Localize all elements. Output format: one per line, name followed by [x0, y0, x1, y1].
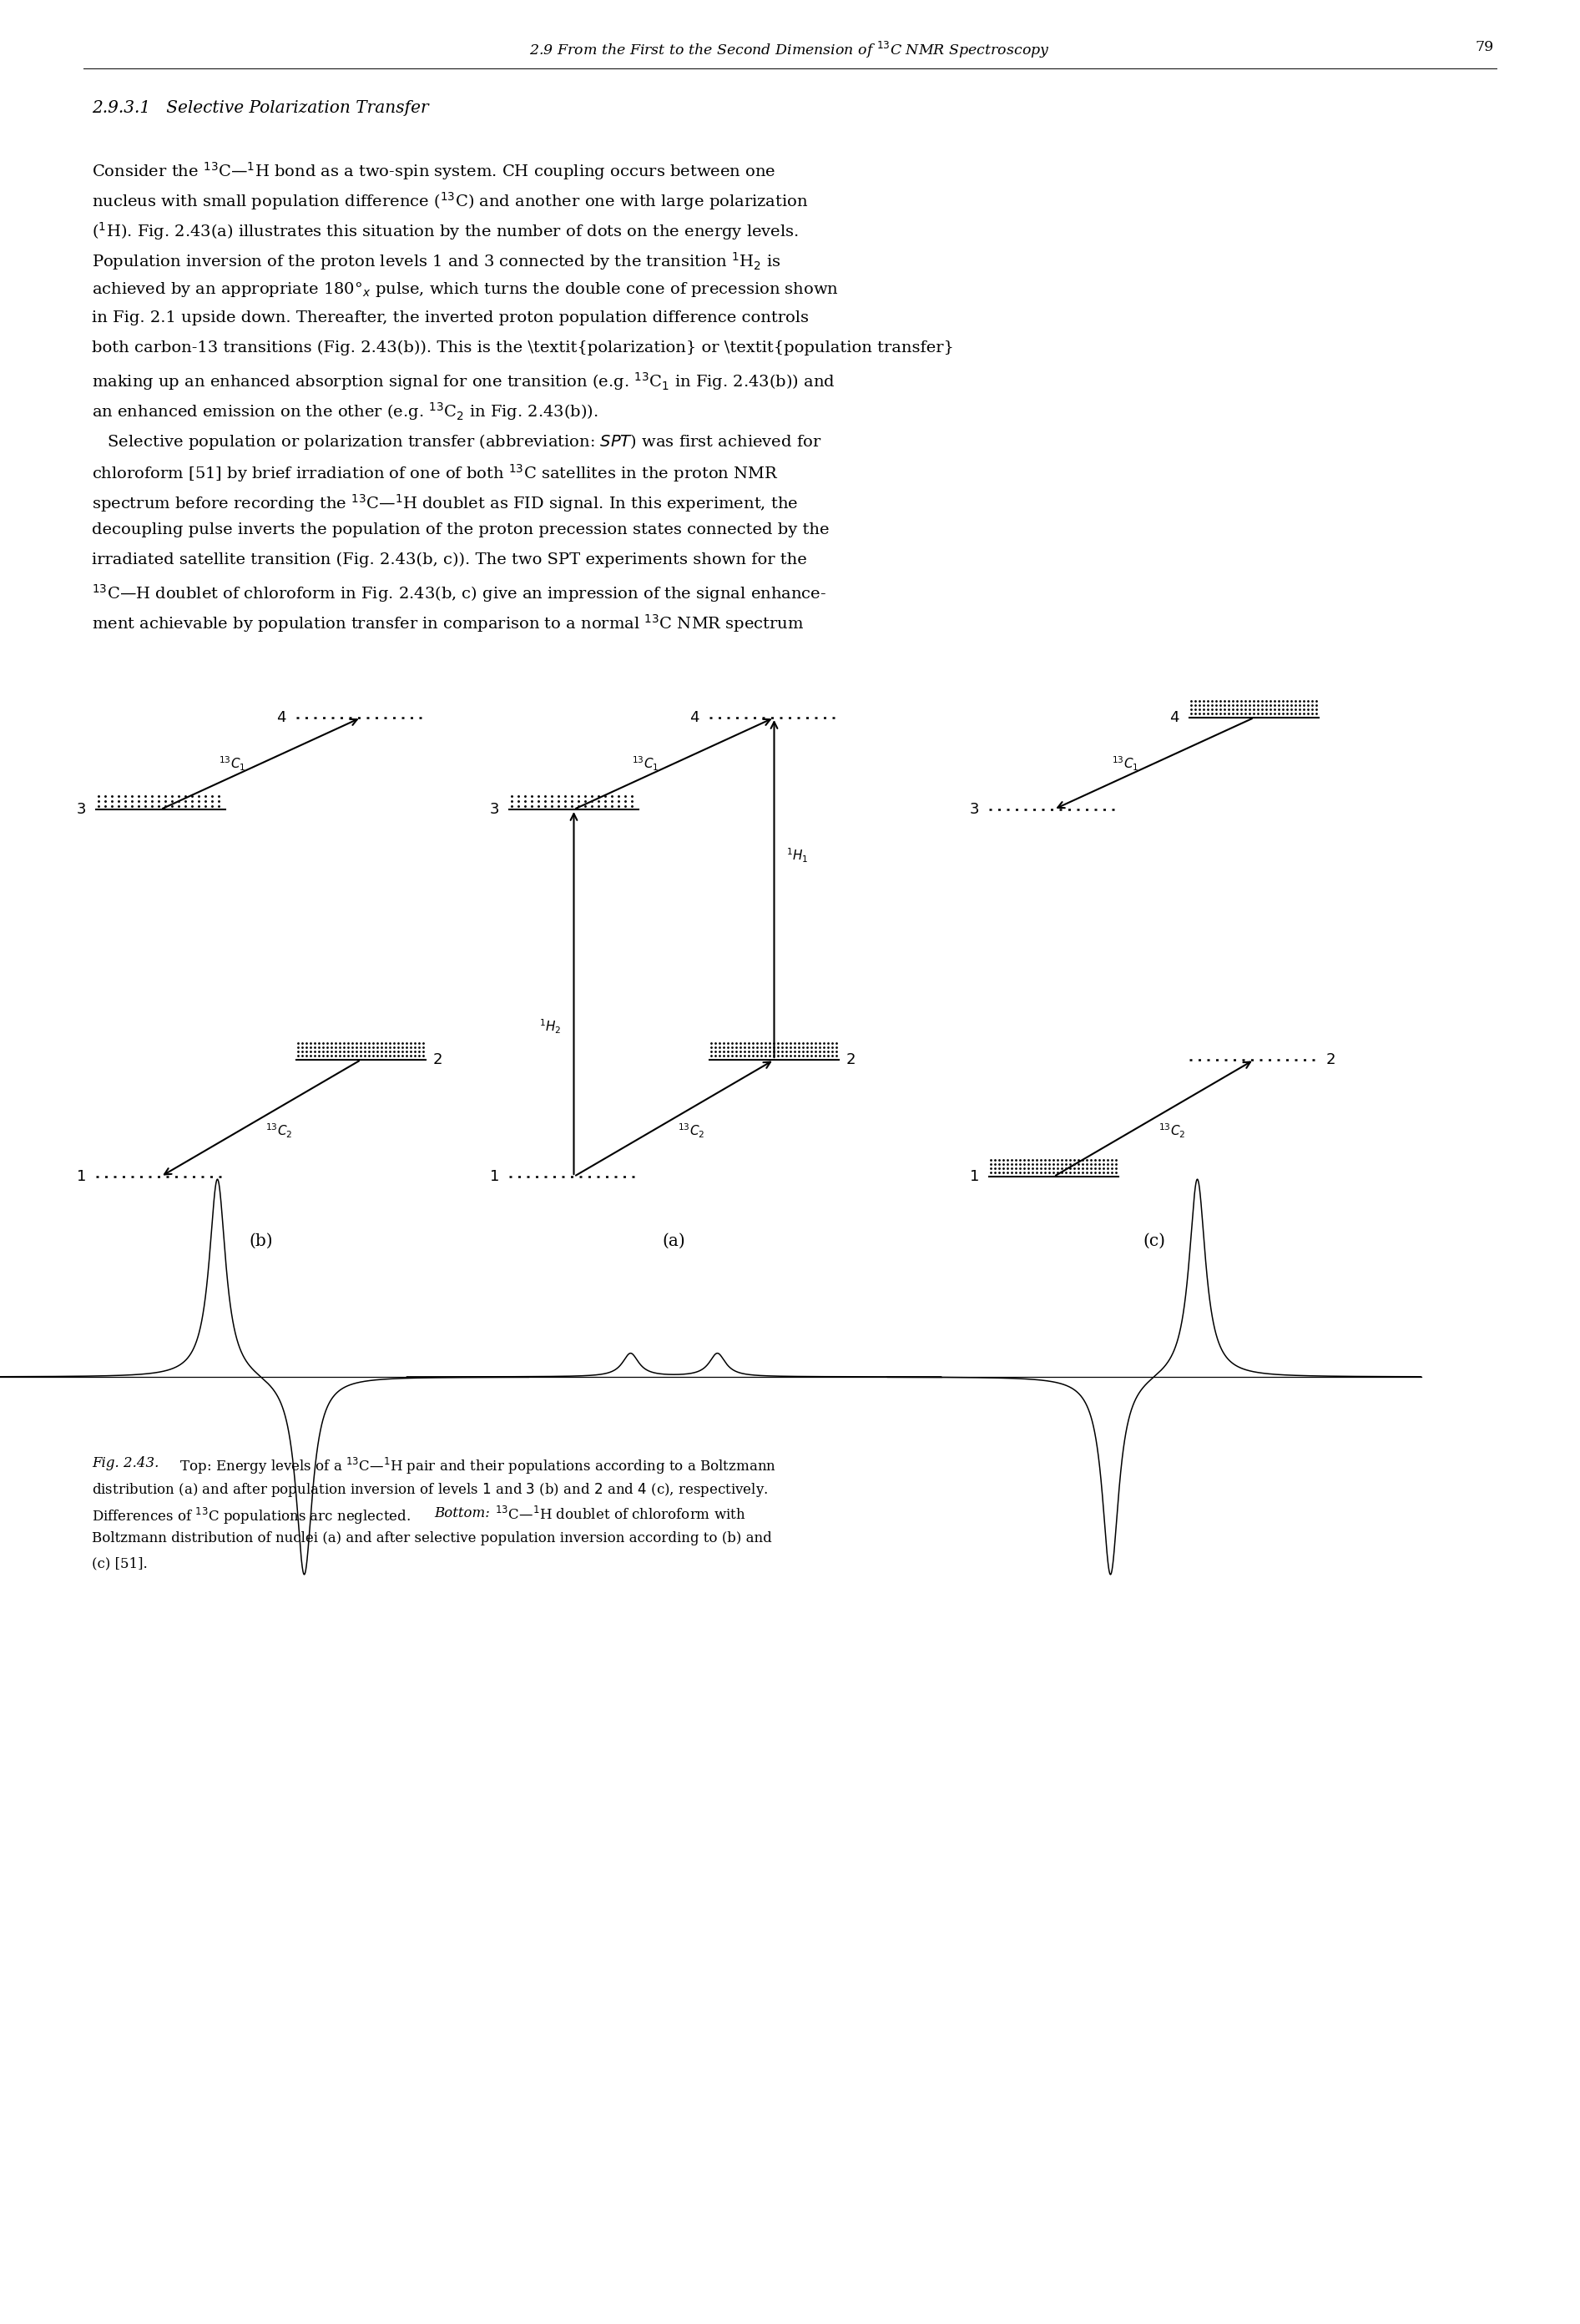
Text: $^{13}$C—H doublet of chloroform in Fig. 2.43(b, c) give an impression of the si: $^{13}$C—H doublet of chloroform in Fig.… [92, 583, 826, 604]
Text: Consider the $^{13}$C—$^1$H bond as a two-spin system. CH coupling occurs betwee: Consider the $^{13}$C—$^1$H bond as a tw… [92, 160, 776, 181]
Text: in Fig. 2.1 upside down. Thereafter, the inverted proton population difference c: in Fig. 2.1 upside down. Thereafter, the… [92, 311, 809, 325]
Text: Fig. 2.43.: Fig. 2.43. [92, 1457, 160, 1471]
Text: $^{13}C_1$: $^{13}C_1$ [1112, 755, 1139, 772]
Text: Boltzmann distribution of nuclei (a) and after selective population inversion ac: Boltzmann distribution of nuclei (a) and… [92, 1532, 773, 1545]
Text: achieved by an appropriate 180°$_x$ pulse, which turns the double cone of preces: achieved by an appropriate 180°$_x$ puls… [92, 281, 839, 300]
Text: Differences of $^{13}$C populations arc neglected.: Differences of $^{13}$C populations arc … [92, 1506, 412, 1527]
Text: decoupling pulse inverts the population of the proton precession states connecte: decoupling pulse inverts the population … [92, 523, 830, 537]
Text: 2.9.3.1   Selective Polarization Transfer: 2.9.3.1 Selective Polarization Transfer [92, 100, 428, 116]
Text: (a): (a) [662, 1234, 686, 1250]
Text: Population inversion of the proton levels 1 and 3 connected by the transition $^: Population inversion of the proton level… [92, 251, 781, 272]
Text: $^{13}C_2$: $^{13}C_2$ [1158, 1122, 1185, 1139]
Text: ($^1$H). Fig. 2.43(a) illustrates this situation by the number of dots on the en: ($^1$H). Fig. 2.43(a) illustrates this s… [92, 221, 799, 242]
Text: $4$: $4$ [276, 711, 286, 725]
Text: (c) [51].: (c) [51]. [92, 1557, 147, 1571]
Text: $1$: $1$ [76, 1169, 85, 1185]
Text: (b): (b) [250, 1234, 273, 1250]
Text: $2$: $2$ [433, 1053, 442, 1067]
Text: $4$: $4$ [1169, 711, 1179, 725]
Text: $2$: $2$ [1326, 1053, 1335, 1067]
Text: $1$: $1$ [490, 1169, 499, 1185]
Text: irradiated satellite transition (Fig. 2.43(b, c)). The two SPT experiments shown: irradiated satellite transition (Fig. 2.… [92, 553, 807, 567]
Text: Selective population or polarization transfer (abbreviation: $SPT$) was first ac: Selective population or polarization tra… [92, 432, 822, 451]
Text: 79: 79 [1476, 40, 1495, 53]
Text: $4$: $4$ [689, 711, 700, 725]
Text: distribution (a) and after population inversion of levels $1$ and $3$ (b) and $2: distribution (a) and after population in… [92, 1480, 768, 1499]
Text: $1$: $1$ [969, 1169, 980, 1185]
Text: making up an enhanced absorption signal for one transition (e.g. $^{13}$C$_1$ in: making up an enhanced absorption signal … [92, 370, 836, 393]
Text: $2$: $2$ [845, 1053, 855, 1067]
Text: $3$: $3$ [490, 802, 499, 818]
Text: $^{13}C_1$: $^{13}C_1$ [632, 755, 659, 772]
Text: spectrum before recording the $^{13}$C—$^1$H doublet as FID signal. In this expe: spectrum before recording the $^{13}$C—$… [92, 493, 798, 514]
Text: $^{13}C_1$: $^{13}C_1$ [218, 755, 246, 772]
Text: $^{13}$C—$^1$H doublet of chloroform with: $^{13}$C—$^1$H doublet of chloroform wit… [491, 1506, 746, 1522]
Text: 2.9 From the First to the Second Dimension of $^{13}$C NMR Spectroscopy: 2.9 From the First to the Second Dimensi… [529, 40, 1049, 60]
Text: $^{13}C_2$: $^{13}C_2$ [265, 1122, 292, 1139]
Text: $3$: $3$ [969, 802, 980, 818]
Text: chloroform [51] by brief irradiation of one of both $^{13}$C satellites in the p: chloroform [51] by brief irradiation of … [92, 462, 779, 483]
Text: $^1H_2$: $^1H_2$ [539, 1018, 561, 1034]
Text: ment achievable by population transfer in comparison to a normal $^{13}$C NMR sp: ment achievable by population transfer i… [92, 614, 804, 634]
Text: Bottom:: Bottom: [434, 1506, 490, 1520]
Text: $^{13}C_2$: $^{13}C_2$ [678, 1122, 705, 1139]
Text: $3$: $3$ [76, 802, 85, 818]
Text: both carbon-13 transitions (Fig. 2.43(b)). This is the \textit{polarization} or : both carbon-13 transitions (Fig. 2.43(b)… [92, 339, 954, 356]
Text: an enhanced emission on the other (e.g. $^{13}$C$_2$ in Fig. 2.43(b)).: an enhanced emission on the other (e.g. … [92, 400, 599, 423]
Text: $^1H_1$: $^1H_1$ [787, 846, 809, 865]
Text: Top: Energy levels of a $^{13}$C—$^1$H pair and their populations according to a: Top: Energy levels of a $^{13}$C—$^1$H p… [171, 1457, 776, 1476]
Text: nucleus with small population difference ($^{13}$C) and another one with large p: nucleus with small population difference… [92, 191, 809, 211]
Text: (c): (c) [1142, 1234, 1164, 1250]
